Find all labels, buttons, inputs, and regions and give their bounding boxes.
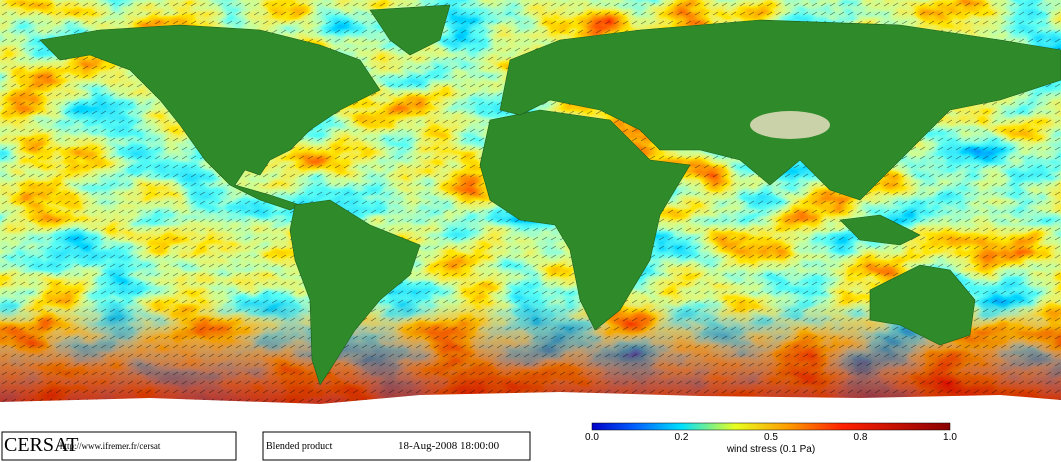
indonesia (839, 214, 921, 246)
colorbar-ticks: 0.0 0.2 0.5 0.8 1.0 (585, 432, 957, 443)
product-box (262, 431, 531, 461)
south-america (289, 199, 421, 386)
greenland (369, 4, 451, 56)
eurasia (499, 19, 1061, 201)
antarctica (0, 392, 1061, 430)
continents (39, 4, 1061, 386)
colorbar-tick-label: 1.0 (943, 432, 957, 443)
colorbar-tick-label: 0.0 (585, 432, 599, 443)
product: Blended product (266, 441, 333, 452)
tibet-plateau (750, 111, 830, 139)
colorbar-tick-label: 0.8 (854, 432, 868, 443)
url: http://www.ifremer.fr/cersat (60, 441, 161, 451)
date: 18-Aug-2008 18:00:00 (398, 440, 500, 452)
australia (869, 264, 976, 346)
north-america (39, 24, 381, 211)
africa (479, 109, 691, 331)
logo: CERSAT (4, 434, 78, 456)
colorbar (591, 422, 951, 431)
colorbar-tick-label: 0.5 (764, 432, 778, 443)
logo-box (1, 431, 237, 461)
colorbar-tick-label: 0.2 (675, 432, 689, 443)
colorbar-label: wind stress (0.1 Pa) (726, 444, 815, 455)
